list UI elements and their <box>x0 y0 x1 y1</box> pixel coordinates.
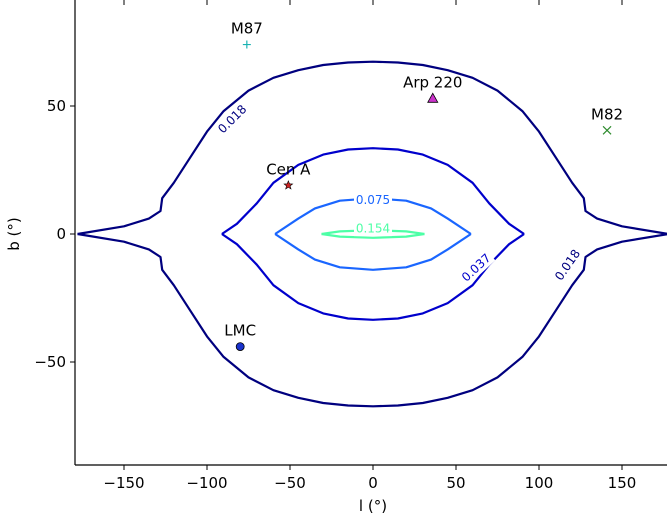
x-tick-label: 150 <box>608 474 637 492</box>
source-lmc: LMC <box>224 322 256 352</box>
contour-label-bg <box>354 191 392 208</box>
x-axis-title: l (°) <box>359 497 387 515</box>
contour-0.037-upper <box>221 147 525 235</box>
sources: M87 Arp 220 M82 Cen A LMC <box>224 20 623 352</box>
y-tick-label: 50 <box>47 97 66 115</box>
source-m82: M82 <box>591 105 623 135</box>
contour-0.018-lower <box>77 232 667 408</box>
source-m87-label: M87 <box>231 20 263 38</box>
source-lmc-label: LMC <box>224 322 256 340</box>
source-arp-220-marker <box>427 92 439 103</box>
x-tick-label: −100 <box>186 474 227 492</box>
contour-label-bg <box>549 244 585 285</box>
source-arp-220: Arp 220 <box>403 73 462 103</box>
source-arp-220-label: Arp 220 <box>403 73 462 91</box>
x-tick-label: 100 <box>525 474 554 492</box>
x-tick-label: −50 <box>274 474 306 492</box>
source-lmc-marker <box>235 342 245 352</box>
x-tick-label: 0 <box>368 474 378 492</box>
contour-0.075-lower <box>274 233 472 271</box>
contour-0.018-upper <box>77 60 667 236</box>
source-m82-label: M82 <box>591 105 623 123</box>
source-m87: M87 <box>231 20 263 49</box>
y-tick-label: 0 <box>56 225 66 243</box>
source-m87-marker <box>242 40 251 49</box>
contour-label-0.154-0: 0.154 <box>354 220 392 237</box>
contour-label-0.075-0: 0.075 <box>354 191 392 208</box>
source-cen-a: Cen A <box>266 160 311 190</box>
contour-label-bg <box>456 248 496 287</box>
ticks: −150 −100 −50 0 50 100 150 −50 0 50 <box>34 0 636 492</box>
contour-label-0.018-1: 0.018 <box>549 244 585 285</box>
x-tick-label: 50 <box>446 474 465 492</box>
contour-label-bg <box>354 220 392 237</box>
contour-label-text: 0.075 <box>356 193 390 207</box>
contour-label-text: 0.154 <box>356 222 390 236</box>
contour-0.037-lower <box>221 233 525 321</box>
contour-label-bg <box>212 99 252 138</box>
axes <box>74 0 667 466</box>
y-tick-label: −50 <box>34 353 66 371</box>
contour-0.154-lower <box>321 232 425 239</box>
y-axis-title: b (°) <box>5 217 23 251</box>
source-m82-marker <box>602 125 612 135</box>
x-tick-label: −150 <box>103 474 144 492</box>
source-cen-a-marker <box>283 180 294 190</box>
source-cen-a-label: Cen A <box>266 160 311 178</box>
